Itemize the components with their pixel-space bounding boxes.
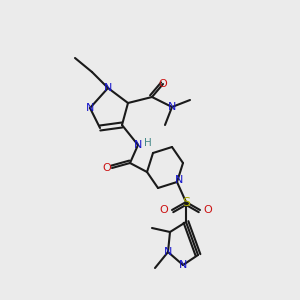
Text: N: N (134, 140, 142, 150)
Text: O: O (160, 205, 168, 215)
Text: S: S (182, 196, 190, 208)
Text: H: H (144, 138, 152, 148)
Text: O: O (103, 163, 111, 173)
Text: O: O (204, 205, 212, 215)
Text: N: N (175, 175, 183, 185)
Text: N: N (86, 103, 94, 113)
Text: O: O (159, 79, 167, 89)
Text: N: N (168, 102, 176, 112)
Text: N: N (164, 247, 172, 257)
Text: N: N (179, 260, 187, 270)
Text: N: N (104, 83, 112, 93)
